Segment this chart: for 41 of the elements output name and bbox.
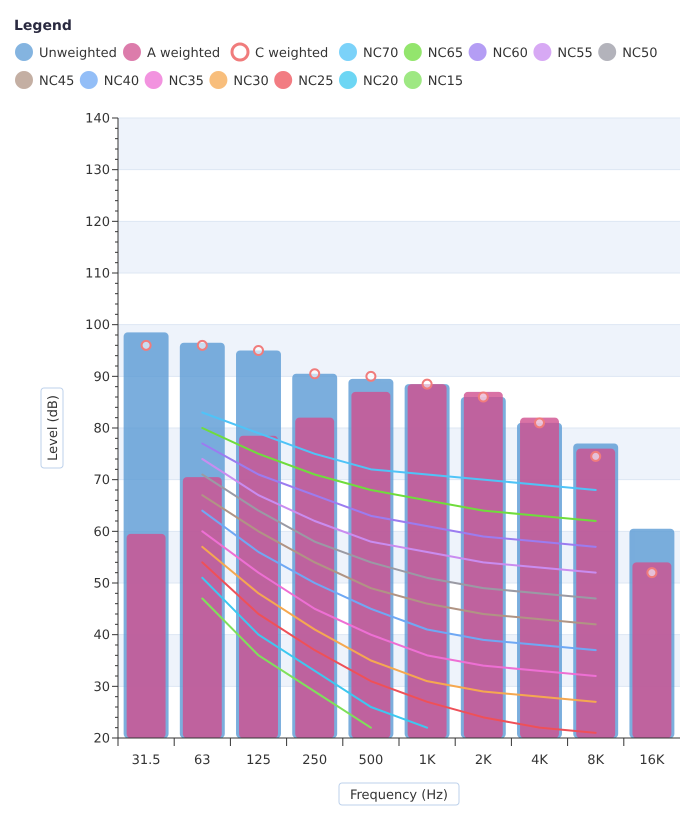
y-tick-label: 100 bbox=[85, 318, 110, 334]
y-tick-label: 80 bbox=[93, 422, 110, 437]
x-tick-label: 500 bbox=[358, 753, 384, 768]
y-tick-label: 140 bbox=[85, 112, 110, 127]
y-tick-label: 60 bbox=[93, 524, 110, 540]
y-tick-label: 130 bbox=[85, 163, 110, 178]
legend-label: NC15 bbox=[428, 74, 464, 89]
x-tick-label: 8K bbox=[587, 753, 605, 768]
x-tick-label: 31.5 bbox=[132, 753, 161, 768]
y-tick-label: 120 bbox=[85, 214, 110, 230]
x-tick-label: 4K bbox=[531, 753, 548, 768]
legend-label: NC45 bbox=[39, 74, 74, 89]
legend-label: NC25 bbox=[298, 74, 334, 89]
x-axis-title: Frequency (Hz) bbox=[350, 788, 448, 803]
y-tick-label: 40 bbox=[93, 628, 110, 644]
x-tick-label: 63 bbox=[194, 753, 211, 768]
y-tick-label: 70 bbox=[93, 473, 110, 488]
legend-label: NC50 bbox=[622, 46, 658, 61]
y-tick-label: 90 bbox=[93, 370, 110, 385]
legend-label: Unweighted bbox=[39, 46, 117, 61]
legend-label: NC30 bbox=[233, 74, 269, 89]
y-axis-title: Level (dB) bbox=[46, 395, 61, 461]
legend-label: NC60 bbox=[492, 46, 528, 61]
x-tick-label: 1K bbox=[418, 753, 436, 768]
legend-label: A weighted bbox=[147, 46, 220, 61]
legend-title: Legend bbox=[14, 18, 72, 34]
legend-label: NC65 bbox=[428, 46, 464, 61]
legend-label: NC20 bbox=[363, 74, 398, 89]
legend-label: NC70 bbox=[363, 46, 398, 61]
y-tick-label: 50 bbox=[93, 576, 110, 592]
legend-label: C weighted bbox=[255, 46, 328, 61]
legend-label: NC40 bbox=[104, 74, 140, 89]
y-tick-label: 30 bbox=[93, 680, 110, 695]
x-tick-label: 250 bbox=[302, 753, 328, 768]
x-tick-label: 2K bbox=[474, 753, 492, 768]
y-tick-label: 110 bbox=[85, 266, 110, 282]
y-tick-label: 20 bbox=[93, 732, 110, 747]
x-tick-label: 16K bbox=[639, 753, 665, 768]
legend-label: NC55 bbox=[557, 46, 593, 61]
x-tick-label: 125 bbox=[246, 753, 271, 768]
legend-label: NC35 bbox=[168, 74, 204, 89]
